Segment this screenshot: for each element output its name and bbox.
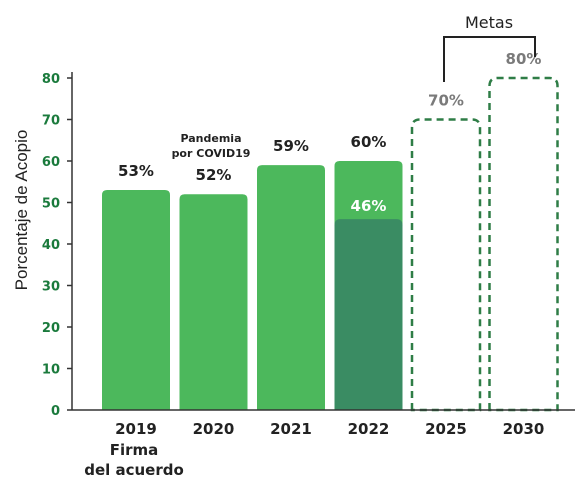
annotation-pandemia: Pandemia [180, 132, 241, 145]
x-tick-label: 2021 [270, 420, 312, 438]
bar-2021 [257, 165, 325, 410]
target-bar-2025 [410, 118, 482, 412]
annotation-firma: Firma [110, 441, 159, 459]
y-tick-label: 40 [42, 238, 60, 253]
value-label-2020: 52% [196, 166, 232, 184]
y-tick-label: 50 [42, 197, 60, 212]
value-label-2025: 70% [428, 92, 464, 110]
y-axis-ticks: 0 10 20 30 40 50 60 70 80 [42, 72, 72, 419]
annotation-covid: por COVID19 [172, 147, 251, 160]
x-tick-label: 2025 [425, 420, 467, 438]
y-tick-label: 70 [42, 114, 60, 129]
target-bar-2030 [488, 76, 559, 412]
x-tick-label: 2030 [503, 420, 545, 438]
overlay-bar-2022 [334, 219, 403, 410]
value-labels: 53% 52% 59% 60% 46% 70% 80% [118, 50, 541, 215]
overlay-label-2022: 46% [351, 197, 387, 215]
annotation-del-acuerdo: del acuerdo [84, 461, 184, 479]
x-tick-label: 2020 [193, 420, 235, 438]
metas-label: Metas [465, 13, 513, 32]
x-axis-labels: 2019 2020 2021 2022 2025 2030 [115, 420, 544, 438]
x-tick-label: 2019 [115, 420, 157, 438]
y-tick-label: 80 [42, 72, 60, 87]
metas-bracket [443, 36, 536, 82]
y-tick-label: 10 [42, 363, 60, 378]
bars [102, 76, 559, 412]
y-tick-label: 0 [51, 404, 60, 419]
y-tick-label: 60 [42, 155, 60, 170]
value-label-2021: 59% [273, 137, 309, 155]
value-label-2030: 80% [506, 50, 542, 68]
bar-2019 [102, 190, 170, 410]
y-tick-label: 20 [42, 321, 60, 336]
y-tick-label: 30 [42, 280, 60, 295]
y-axis-label: Porcentaje de Acopio [12, 130, 31, 291]
value-label-2019: 53% [118, 162, 154, 180]
x-tick-label: 2022 [348, 420, 390, 438]
bar-2020 [179, 194, 248, 410]
value-label-2022: 60% [351, 133, 387, 151]
